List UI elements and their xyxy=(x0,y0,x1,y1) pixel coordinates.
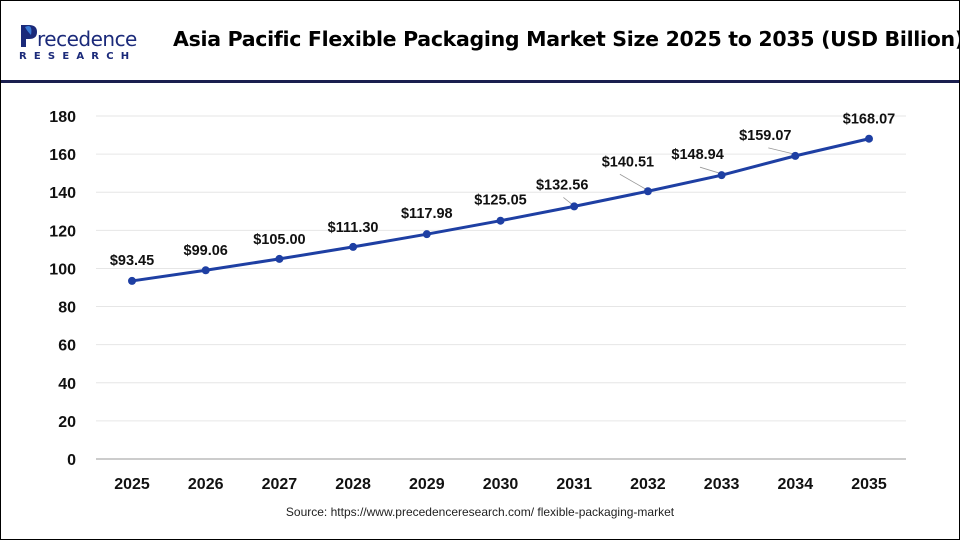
y-tick-label: 120 xyxy=(49,223,76,240)
x-tick-label: 2029 xyxy=(409,476,445,493)
x-tick-label: 2028 xyxy=(335,476,371,493)
data-label: $132.56 xyxy=(536,177,588,193)
y-tick-label: 80 xyxy=(58,300,76,317)
x-tick-label: 2035 xyxy=(851,476,887,493)
data-point xyxy=(128,276,136,285)
data-label: $105.00 xyxy=(253,232,305,248)
data-point xyxy=(865,134,873,143)
y-tick-label: 160 xyxy=(49,147,76,164)
data-label: $168.07 xyxy=(843,112,895,128)
x-tick-label: 2034 xyxy=(778,476,814,493)
data-label: $159.07 xyxy=(739,128,791,144)
y-tick-label: 20 xyxy=(58,414,76,431)
data-label: $125.05 xyxy=(474,193,526,209)
data-label: $117.98 xyxy=(401,206,453,222)
data-label: $111.30 xyxy=(328,220,379,236)
x-tick-label: 2025 xyxy=(114,476,150,493)
header-divider xyxy=(1,80,959,83)
page-title: Asia Pacific Flexible Packaging Market S… xyxy=(173,27,960,51)
data-point xyxy=(717,171,726,180)
x-tick-label: 2027 xyxy=(262,476,298,493)
leader-line xyxy=(619,173,647,190)
data-label: $148.94 xyxy=(671,147,723,163)
x-tick-label: 2030 xyxy=(483,476,519,493)
data-label: $140.51 xyxy=(602,154,654,170)
data-point xyxy=(349,242,358,251)
data-point xyxy=(570,202,579,211)
data-point xyxy=(643,187,652,196)
x-tick-label: 2031 xyxy=(556,476,592,493)
data-point xyxy=(422,230,431,239)
data-point xyxy=(496,216,505,225)
data-label: $99.06 xyxy=(184,243,228,259)
series-line xyxy=(131,137,870,283)
data-point xyxy=(201,266,210,275)
data-point xyxy=(791,151,800,160)
y-tick-label: 140 xyxy=(49,185,76,202)
leader-line xyxy=(563,197,573,205)
svg-text:recedence: recedence xyxy=(37,27,137,51)
data-label: $93.45 xyxy=(110,253,154,269)
y-tick-label: 180 xyxy=(49,109,76,126)
y-tick-label: 60 xyxy=(58,338,76,355)
y-tick-label: 100 xyxy=(49,261,76,278)
x-tick-label: 2033 xyxy=(704,476,740,493)
precedence-research-logo: recedence RESEARCH xyxy=(19,25,138,61)
x-tick-label: 2032 xyxy=(630,476,666,493)
y-tick-label: 0 xyxy=(67,452,76,469)
x-tick-label: 2026 xyxy=(188,476,224,493)
leader-line xyxy=(699,166,720,174)
leader-line xyxy=(768,147,794,155)
source-note: Source: https://www.precedenceresearch.c… xyxy=(285,505,675,519)
data-point xyxy=(275,254,284,263)
svg-text:RESEARCH: RESEARCH xyxy=(19,51,136,61)
y-tick-label: 40 xyxy=(58,376,76,393)
